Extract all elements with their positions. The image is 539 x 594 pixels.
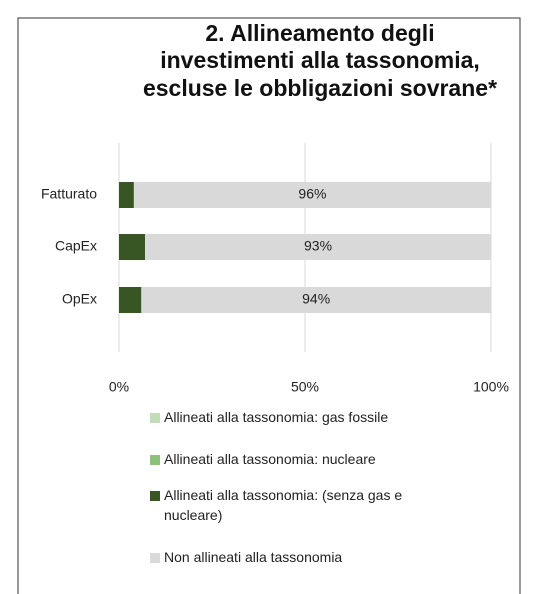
x-tick-label: 0% [109, 379, 129, 395]
chart-title: investimenti alla tassonomia, [160, 47, 480, 73]
legend-swatch [150, 491, 160, 501]
legend-item: Allineati alla tassonomia: gas fossile [150, 409, 429, 427]
y-tick-label: OpEx [62, 291, 97, 307]
legend-label: Non allineati alla tassonomia [164, 549, 343, 565]
chart-title: 2. Allineamento degli [205, 20, 434, 46]
bar-segment [133, 182, 491, 208]
legend-label: Allineati alla tassonomia: nucleare [164, 451, 376, 467]
legend-label: Allineati alla tassonomia: gas fossile [164, 409, 389, 425]
data-label: 96% [298, 186, 326, 202]
legend-item: Allineati alla tassonomia: nucleare [150, 451, 429, 469]
legend-swatch [150, 413, 160, 423]
chart-title: escluse le obbligazioni sovrane* [143, 75, 497, 101]
bar-segment [119, 182, 134, 208]
legend-swatch [150, 455, 160, 465]
bar-segment [119, 287, 142, 313]
x-tick-label: 100% [473, 379, 509, 395]
data-label: 93% [304, 238, 332, 254]
bar-segment [119, 234, 146, 260]
legend-item: Non allineati alla tassonomia [150, 549, 429, 567]
y-tick-label: CapEx [55, 238, 97, 254]
bar-segment [145, 234, 492, 260]
bar-segment [141, 287, 491, 313]
frame [17, 17, 521, 594]
y-tick-label: Fatturato [41, 186, 97, 202]
legend-swatch [150, 553, 160, 563]
data-label: 94% [302, 291, 330, 307]
legend-label: Allineati alla tassonomia: (senza gas e … [164, 487, 403, 523]
x-tick-label: 50% [291, 379, 319, 395]
legend-item: Allineati alla tassonomia: (senza gas e … [150, 487, 429, 525]
